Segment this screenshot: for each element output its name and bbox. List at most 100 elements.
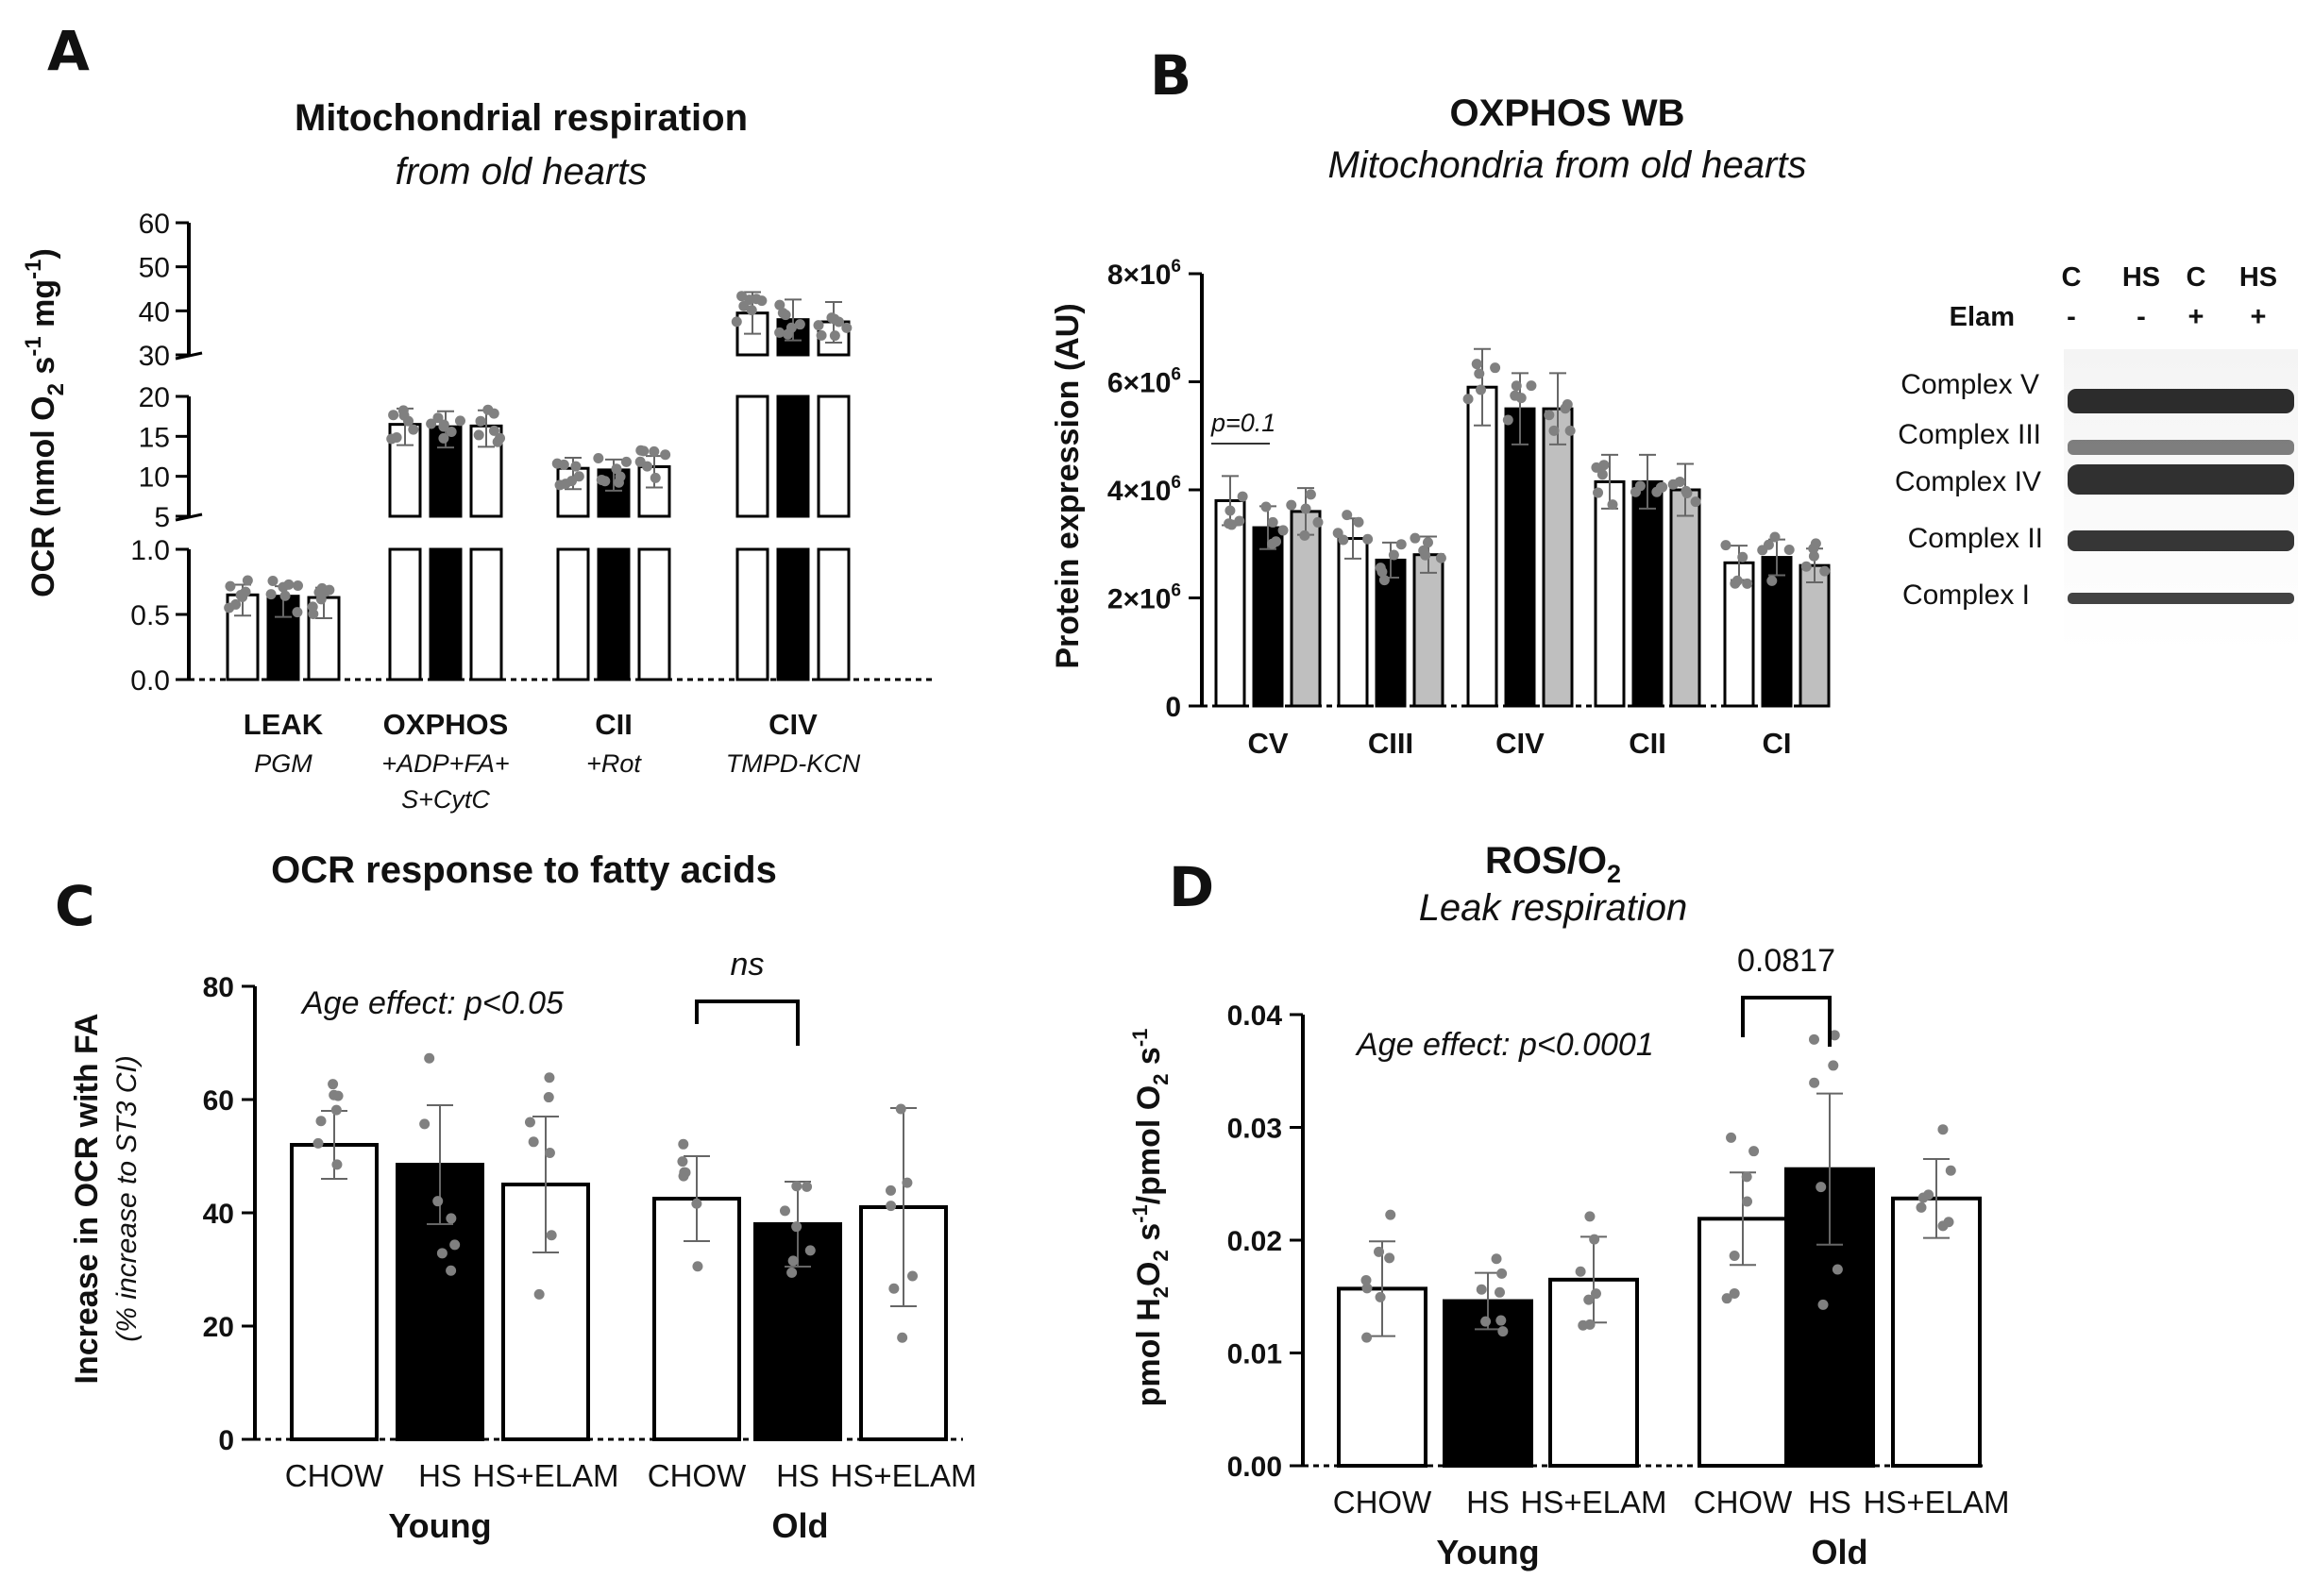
datapoint-a [313,587,325,598]
datapoint [312,1137,324,1149]
category-label: HS [1808,1485,1851,1520]
datapoint-b [1300,503,1311,514]
blot-elam-lane-1: - [2067,302,2076,332]
y-axis-tick-label: 0 [218,1425,234,1456]
datapoint-b [1800,561,1812,572]
datapoint [1809,1077,1820,1088]
category-label: CHOW [648,1458,747,1493]
datapoint [895,1103,906,1115]
datapoint-a [600,476,611,487]
bar-a-oxphos-1 [429,547,463,681]
category-label: HS [1466,1485,1510,1520]
datapoint-a [438,419,449,430]
datapoint [886,1201,897,1212]
axis-a-tick-label: 30 [139,341,170,372]
datapoint-a [774,327,785,338]
datapoint-a [307,601,318,613]
panel-c-plot: 0 20 40 60 80 CHOW HS HS+ELAM CHOW HS HS+ELAM Young… [203,947,977,1545]
datapoint-b [1731,575,1743,586]
datapoint [1917,1192,1929,1203]
comparison-bracket [695,1000,800,1046]
datapoint-a [777,308,788,319]
datapoint-b [1395,539,1407,550]
bar-a-cii-0 [556,547,590,681]
bar-b-cv-0 [1214,498,1246,708]
datapoint [1480,1316,1492,1327]
axis-a-tick-label: 20 [139,382,170,413]
datapoint-a [813,320,824,331]
datapoint [677,1156,688,1168]
panel-label-a: A [47,19,90,83]
western-blot: C HS C HS Elam - - + + Complex V Complex… [1895,262,2298,651]
datapoint-b [1362,533,1374,545]
datapoint-b [1471,359,1482,370]
datapoint-b [1510,390,1521,401]
datapoint [1916,1201,1927,1213]
panel-a-subtitle: from old hearts [396,151,648,193]
datapoint [1384,1252,1395,1264]
datapoint-a [265,589,277,600]
datapoint-a [620,456,632,467]
datapoint-a [292,607,303,618]
datapoint-b [1378,575,1390,586]
category-a-label: OXPHOS [383,708,509,741]
category-b-label: CIII [1368,727,1413,760]
datapoint-a [554,479,566,491]
datapoint-b [1474,368,1485,379]
panel-d-subtitle: Leak respiration [1419,887,1688,929]
datapoint [678,1138,689,1150]
datapoint [1808,1033,1819,1045]
panel-c-y-axis-label: Increase in OCR with FA [69,1014,105,1385]
axis-a-tick-label: 1.0 [130,535,170,566]
datapoint [691,1198,702,1209]
datapoint [446,1213,457,1224]
panel-b-categories: CV CIII CIV CII CI [1247,727,1791,760]
datapoint-a [292,580,303,591]
blot-lane-2-label: HS [2122,262,2160,293]
y-axis-tick-label: 80 [203,972,234,1003]
datapoint-a [650,472,661,483]
group-label-old: Old [1812,1533,1868,1571]
datapoint [1374,1246,1385,1257]
datapoint-b [1277,525,1289,536]
panel-b-annotation: p=0.1 [1210,409,1275,437]
panel-b: OXPHOS WB Mitochondria from old hearts P… [1050,92,2298,760]
datapoint-b [1720,540,1731,551]
datapoint-b [1234,515,1245,527]
datapoint-b [1299,529,1310,541]
datapoint-b [1630,486,1641,497]
datapoint-a [426,418,437,429]
datapoint [330,1104,342,1116]
datapoint-b [1819,565,1831,577]
datapoint [1584,1211,1596,1222]
datapoint [1497,1326,1509,1337]
datapoint-b [1305,489,1316,500]
y-axis-tick-label: 60 [203,1085,234,1117]
datapoint [1828,1060,1839,1071]
datapoint [432,1196,444,1207]
comparison-label: ns [731,947,765,983]
category-a-note: PGM [254,749,312,778]
category-a-label: LEAK [244,708,324,741]
category-label: HS+ELAM [1521,1485,1667,1520]
datapoint-a [794,319,805,330]
datapoint-b [1593,487,1604,498]
datapoint [1583,1294,1595,1305]
datapoint-b [1757,545,1768,556]
datapoint [533,1288,545,1300]
panel-d-y-axis-label: pmol H2O2 s-1/pmol O2 s-1 [1128,1029,1173,1407]
axis-a-break-mark [175,512,203,522]
panel-c-note: Age effect: p<0.05 [300,985,564,1021]
datapoint-a [816,329,827,341]
datapoint [419,1118,431,1130]
bar-chow-0 [290,1143,379,1441]
datapoint [315,1116,327,1127]
category-b-label: CI [1763,727,1792,760]
datapoint-b [1783,544,1795,555]
category-label: HS+ELAM [1864,1485,2010,1520]
datapoint-b [1388,549,1399,561]
datapoint [424,1052,435,1064]
y-axis-tick-label: 0.02 [1227,1226,1282,1257]
datapoint-b [1267,516,1278,528]
